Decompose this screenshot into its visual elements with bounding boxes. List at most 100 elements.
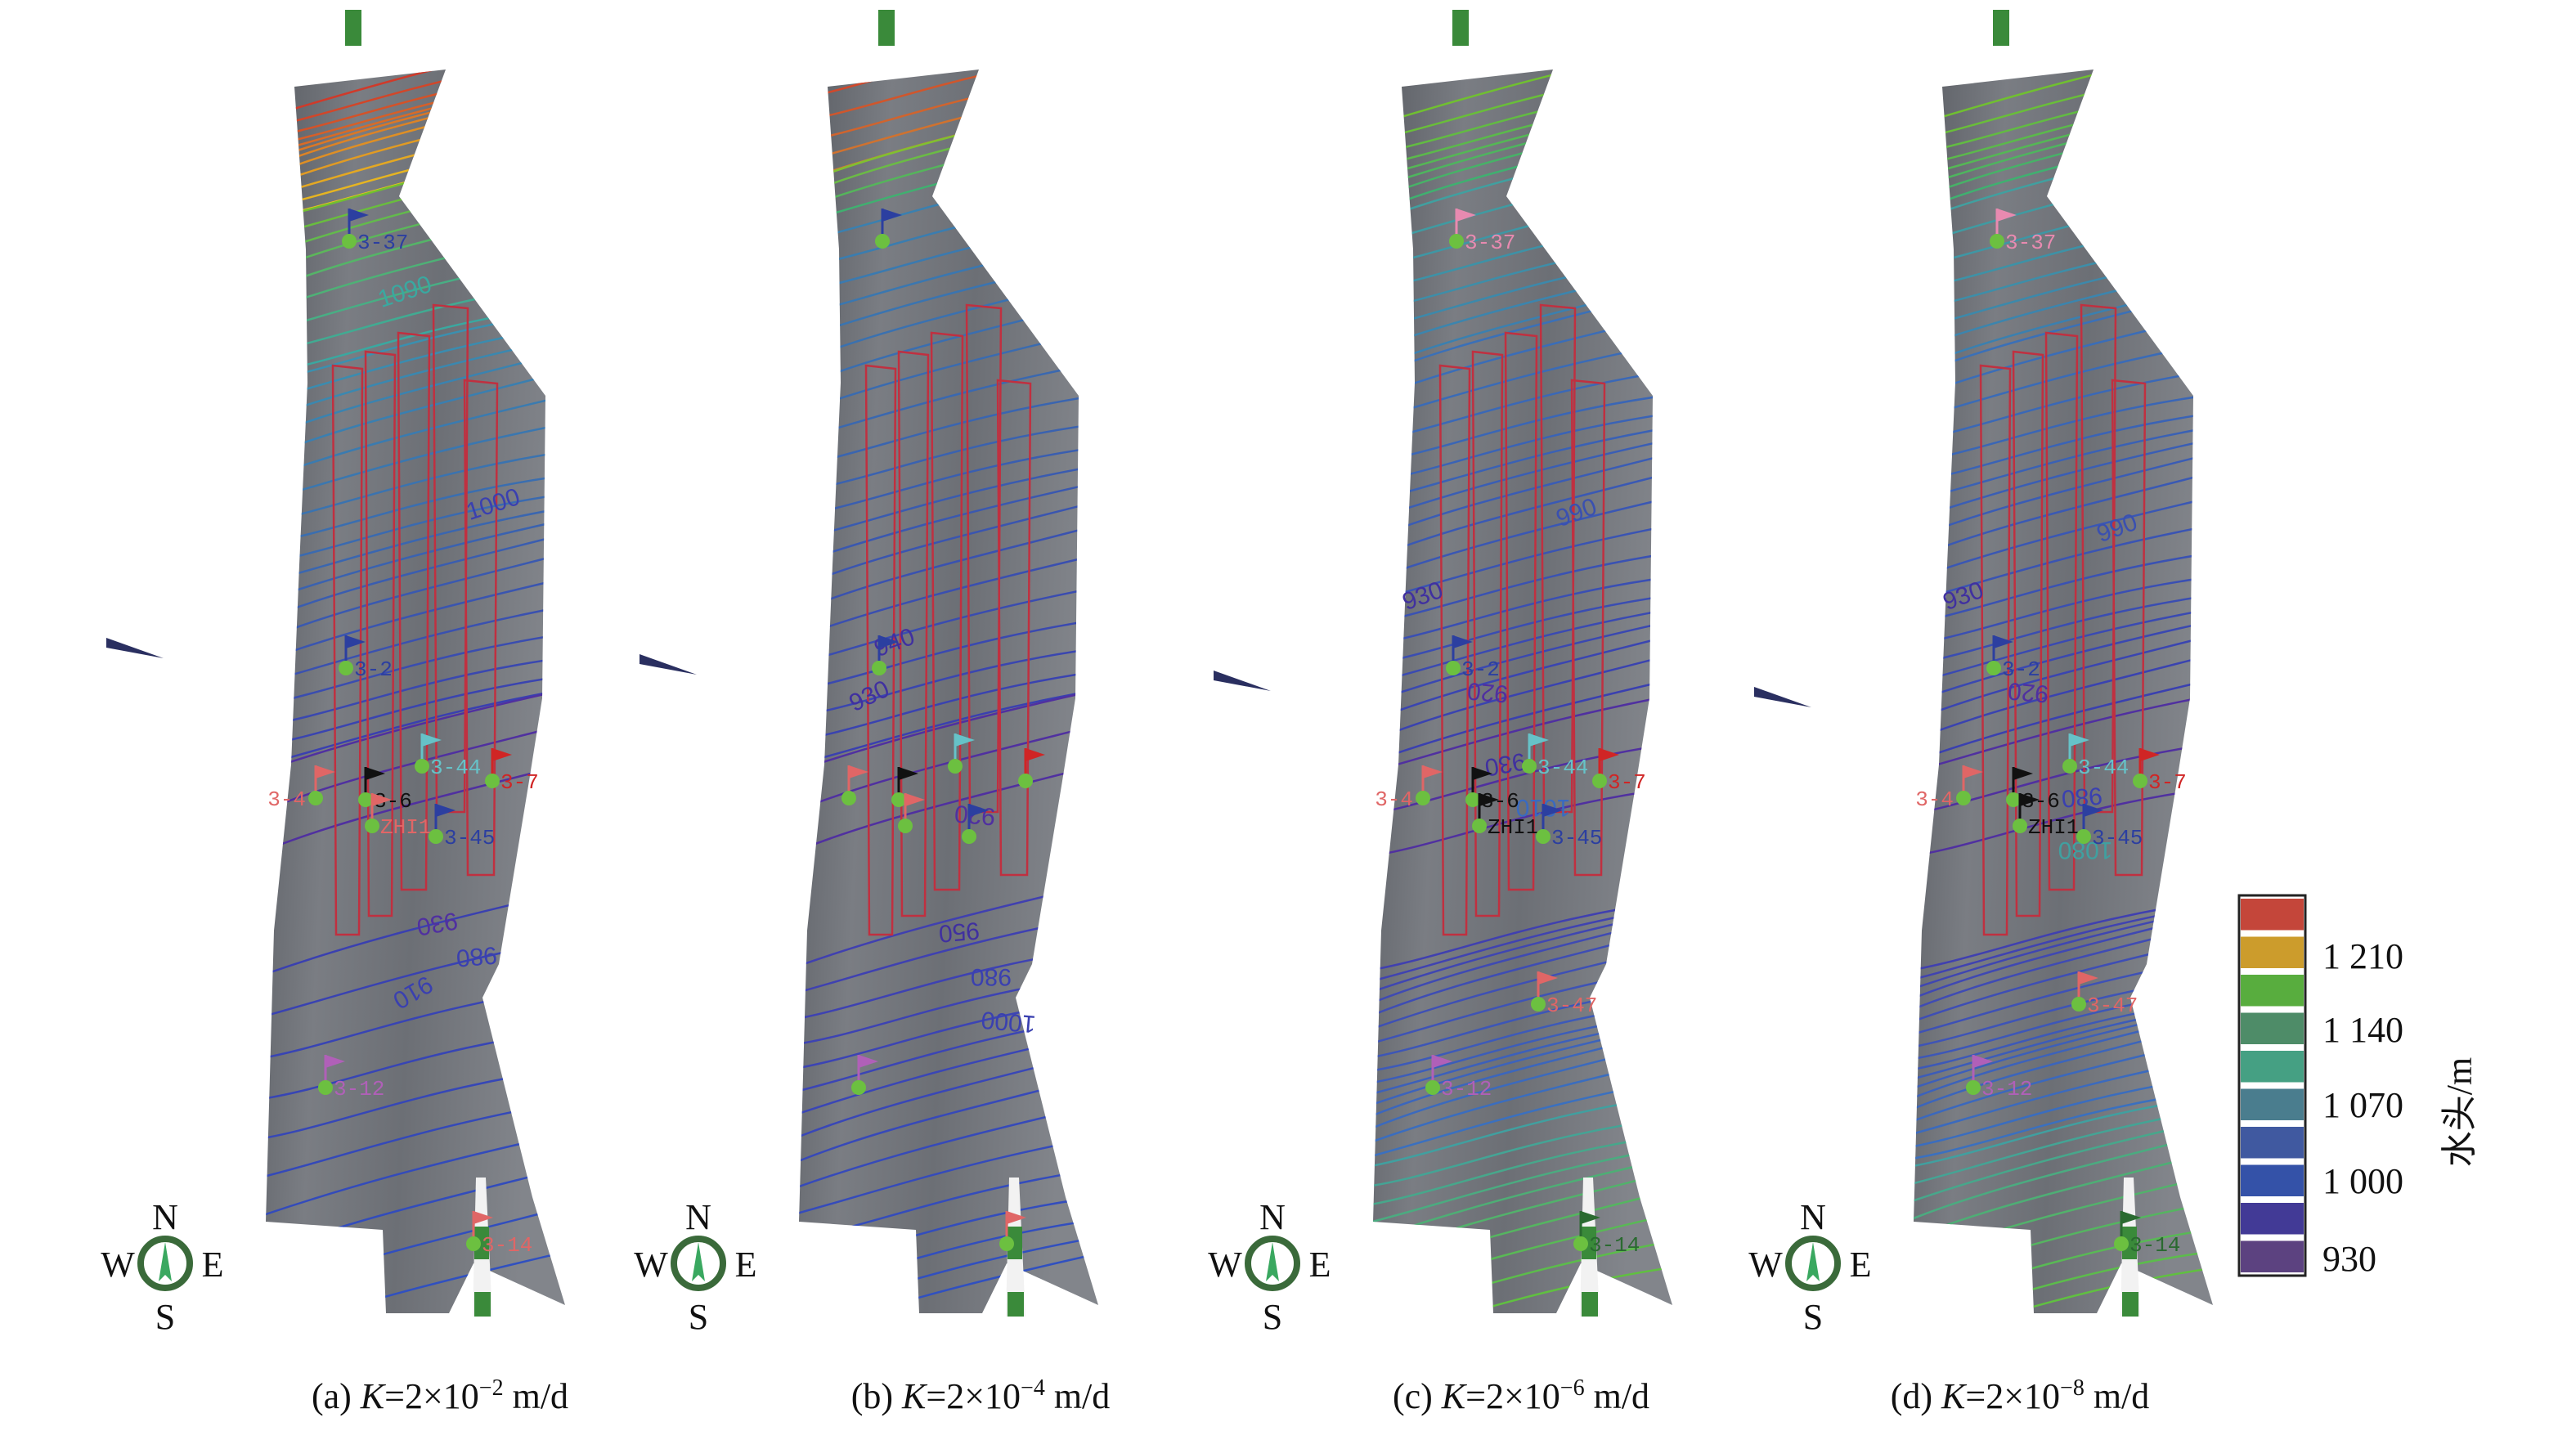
mine-working-outline — [1504, 331, 1538, 891]
well-point — [1956, 791, 1971, 805]
well-3-6[interactable] — [891, 767, 918, 807]
compass-w: W — [634, 1245, 668, 1285]
well-3-4[interactable] — [841, 765, 868, 805]
well-3-44[interactable]: 3-44 — [415, 733, 481, 780]
well-point — [1446, 661, 1461, 675]
well-point — [962, 829, 976, 844]
well-3-2[interactable]: 3-2 — [1986, 635, 2040, 682]
well-3-7[interactable]: 3-7 — [1592, 748, 1646, 795]
well-label: ZHI1 — [380, 815, 431, 840]
well-point — [2062, 759, 2077, 774]
well-3-37[interactable]: 3-37 — [342, 209, 408, 255]
well-3-7[interactable]: 3-7 — [485, 748, 539, 795]
flag-icon — [1543, 804, 1563, 817]
flag-icon — [1600, 748, 1619, 761]
flag-icon — [492, 748, 512, 761]
well-3-12[interactable]: 3-12 — [1425, 1055, 1492, 1101]
well-label: 3-44 — [430, 756, 481, 780]
mine-working-outline — [364, 350, 397, 917]
north-arrow-icon — [1266, 1242, 1279, 1281]
well-3-4[interactable]: 3-4 — [267, 765, 335, 812]
well-3-37[interactable]: 3-37 — [1449, 209, 1515, 255]
caption-exponent: −2 — [479, 1375, 504, 1401]
well-point — [1573, 1236, 1588, 1251]
well-point — [1592, 774, 1607, 788]
well-point — [2071, 997, 2086, 1012]
well-ZHI1[interactable]: ZHI1 — [2013, 793, 2079, 840]
well-3-44[interactable] — [948, 733, 975, 774]
well-3-14[interactable]: 3-14 — [1573, 1211, 1640, 1258]
well-3-14[interactable]: 3-14 — [2114, 1211, 2180, 1258]
flag-icon — [2020, 793, 2040, 806]
well-label: 3-7 — [2148, 770, 2187, 795]
well-3-45[interactable]: 3-45 — [2076, 804, 2143, 850]
well-point — [339, 661, 353, 675]
well-ZHI1[interactable]: ZHI1 — [365, 793, 431, 840]
caption-symbol: K — [360, 1376, 387, 1416]
well-3-45[interactable] — [962, 804, 989, 844]
flag-icon — [1529, 733, 1549, 747]
well-label: 3-37 — [1465, 231, 1515, 255]
well-3-2[interactable] — [872, 635, 899, 675]
well-ZHI1[interactable]: ZHI1 — [1472, 793, 1538, 840]
mine-working-outline — [930, 331, 964, 891]
well-3-47[interactable]: 3-47 — [2071, 971, 2138, 1018]
compass-s: S — [1263, 1297, 1282, 1337]
well-3-6[interactable]: 3-6 — [358, 767, 412, 814]
well-point — [1449, 234, 1464, 249]
well-3-7[interactable]: 3-7 — [2133, 748, 2187, 795]
flag-icon — [325, 1055, 345, 1068]
well-label: 3-14 — [2129, 1233, 2180, 1258]
flag-icon — [905, 793, 925, 806]
flag-icon — [879, 635, 899, 648]
legend-tick-label: 1 140 — [2322, 1010, 2403, 1050]
well-label: 3-12 — [1981, 1077, 2032, 1101]
well-3-37[interactable] — [875, 209, 902, 249]
well-3-45[interactable]: 3-45 — [429, 804, 495, 850]
well-3-7[interactable] — [1018, 748, 1045, 788]
colorbar-swatch — [2241, 1203, 2304, 1235]
well-3-14[interactable]: 3-14 — [466, 1211, 532, 1258]
flag-icon — [2070, 733, 2089, 747]
top-boundary-marker — [345, 10, 361, 46]
flag-icon — [1007, 1211, 1026, 1224]
flag-icon — [849, 765, 868, 778]
contour-line — [1914, 1262, 2213, 1313]
flag-icon — [2121, 1211, 2141, 1224]
flag-icon — [859, 1055, 878, 1068]
compass-n: N — [685, 1197, 711, 1237]
mine-working-outline — [1570, 379, 1606, 877]
well-3-4[interactable]: 3-4 — [1915, 765, 1983, 812]
well-point — [2076, 829, 2091, 844]
well-3-12[interactable]: 3-12 — [1966, 1055, 2032, 1101]
well-point — [1472, 819, 1487, 833]
caption-value: =2×10 — [1965, 1376, 2060, 1416]
well-3-37[interactable]: 3-37 — [1990, 209, 2056, 255]
flag-icon — [1973, 1055, 1993, 1068]
well-3-4[interactable]: 3-4 — [1375, 765, 1443, 812]
well-3-12[interactable] — [851, 1055, 878, 1095]
well-label: 3-2 — [2002, 657, 2040, 682]
mine-working-outline — [1979, 364, 2012, 936]
well-3-6[interactable]: 3-6 — [1465, 767, 1519, 814]
well-3-45[interactable]: 3-45 — [1536, 804, 1602, 850]
well-3-2[interactable]: 3-2 — [339, 635, 393, 682]
well-3-2[interactable]: 3-2 — [1446, 635, 1500, 682]
well-3-14[interactable] — [999, 1211, 1026, 1251]
well-3-12[interactable]: 3-12 — [318, 1055, 384, 1101]
caption-symbol: K — [1441, 1376, 1468, 1416]
flag-icon — [422, 733, 442, 747]
well-3-44[interactable]: 3-44 — [1522, 733, 1588, 780]
well-ZHI1[interactable] — [898, 793, 925, 833]
compass-s: S — [689, 1297, 708, 1337]
mine-working-outline — [432, 303, 469, 814]
contour-label: 920 — [2007, 677, 2050, 707]
well-3-47[interactable]: 3-47 — [1531, 971, 1597, 1018]
well-3-44[interactable]: 3-44 — [2062, 733, 2129, 780]
well-point — [1416, 791, 1430, 805]
well-label: 3-37 — [357, 231, 408, 255]
colorbar-swatch — [2241, 1051, 2304, 1083]
